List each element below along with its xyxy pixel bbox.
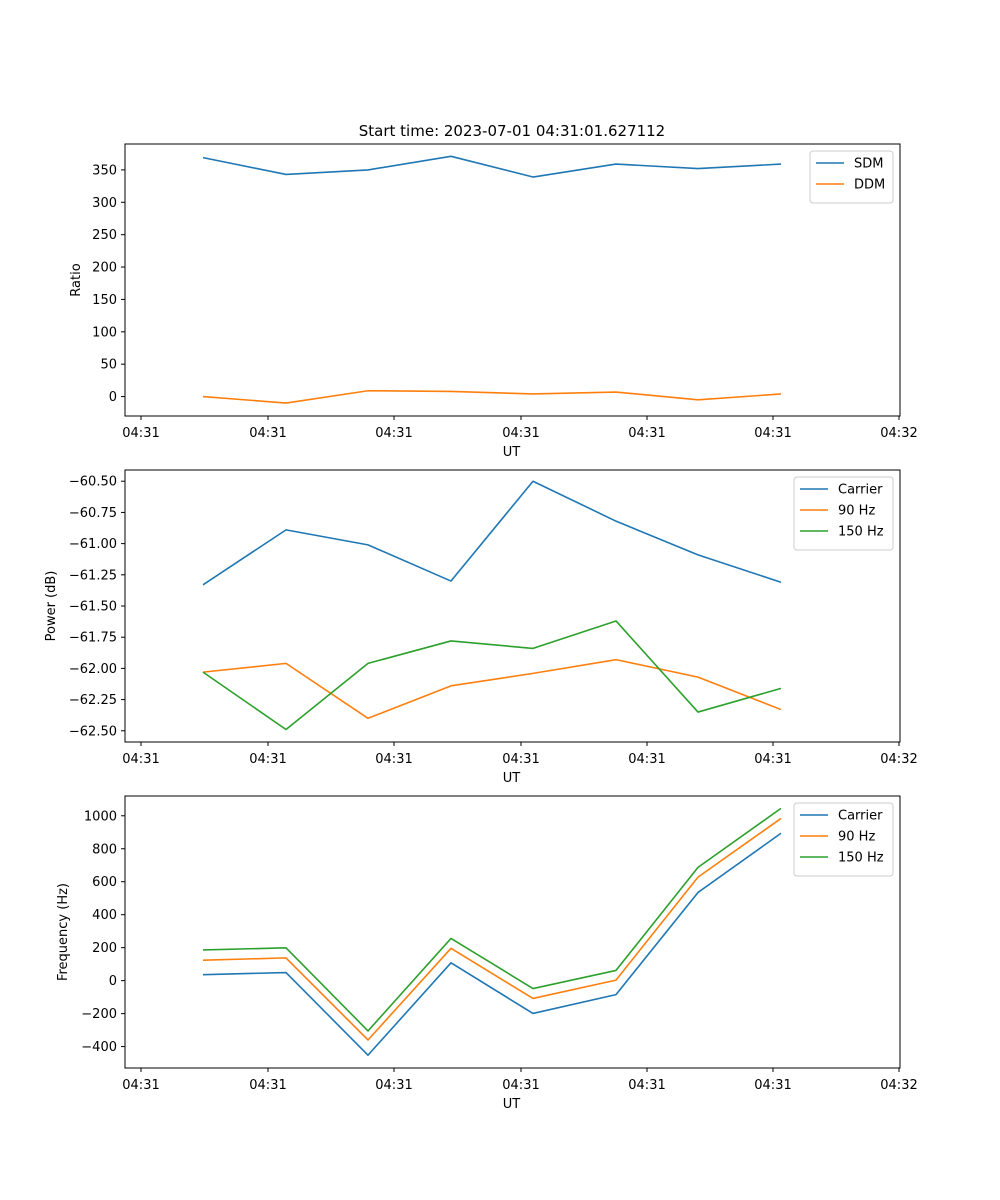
x-tick-label: 04:31 <box>628 1078 665 1093</box>
y-tick-label: −61.25 <box>69 568 117 583</box>
y-tick-label: −62.50 <box>69 724 117 739</box>
x-tick-label: 04:31 <box>754 1078 791 1093</box>
series-line-90-hz <box>202 817 782 1041</box>
y-tick-label: −400 <box>81 1040 117 1055</box>
panel-1: 0 50 100 150 200 250 300 350 04:31 04:31 04:31 04:3… <box>69 143 918 460</box>
y-tick-label: −61.50 <box>69 600 117 615</box>
y-axis-label: Frequency (Hz) <box>56 883 71 981</box>
legend-box <box>809 150 894 204</box>
x-tick-label: 04:31 <box>375 1078 412 1093</box>
legend-label: SDM <box>854 157 883 172</box>
y-tick-label: −61.00 <box>69 537 117 552</box>
x-tick-label: 04:31 <box>628 752 665 767</box>
x-axis-label: UT <box>503 771 521 786</box>
y-tick-label: −200 <box>81 1007 117 1022</box>
y-axis-label: Power (dB) <box>44 571 59 642</box>
legend-label: 150 Hz <box>838 525 884 540</box>
series-line-150-hz <box>202 620 782 731</box>
x-axis-label: UT <box>503 1097 521 1112</box>
series-line-ddm <box>202 389 782 404</box>
x-tick-label: 04:32 <box>880 1078 917 1093</box>
figure-title: Start time: 2023-07-01 04:31:01.627112 <box>359 122 665 140</box>
x-tick-label: 04:31 <box>375 426 412 441</box>
y-tick-label: −60.50 <box>69 475 117 490</box>
x-tick-label: 04:32 <box>880 426 917 441</box>
x-tick-label: 04:31 <box>502 426 539 441</box>
y-tick-label: 150 <box>92 293 117 308</box>
x-tick-label: 04:31 <box>375 752 412 767</box>
y-tick-label: −62.00 <box>69 662 117 677</box>
y-tick-label: 200 <box>92 941 117 956</box>
y-tick-label: 350 <box>92 163 117 178</box>
series-line-150-hz <box>202 807 782 1032</box>
x-tick-label: 04:31 <box>502 752 539 767</box>
x-tick-label: 04:31 <box>249 1078 286 1093</box>
legend: SDM DDM <box>809 150 894 204</box>
y-tick-label: −61.75 <box>69 631 117 646</box>
legend-label: 90 Hz <box>838 830 875 845</box>
x-tick-label: 04:32 <box>880 752 917 767</box>
panel-2: −62.50 −62.25 −62.00 −61.75 −61.50 −61.25 −61.… <box>44 469 918 786</box>
legend: Carrier 90 Hz 150 Hz <box>793 802 894 877</box>
x-tick-label: 04:31 <box>628 426 665 441</box>
series-line-carrier <box>202 480 782 586</box>
y-tick-label: 200 <box>92 261 117 276</box>
x-tick-label: 04:31 <box>502 1078 539 1093</box>
x-tick-label: 04:31 <box>122 426 159 441</box>
x-tick-label: 04:31 <box>122 752 159 767</box>
legend-label: Carrier <box>838 483 883 498</box>
y-tick-label: 400 <box>92 908 117 923</box>
y-tick-label: 800 <box>92 842 117 857</box>
y-tick-label: 0 <box>109 974 117 989</box>
x-axis-label: UT <box>503 445 521 460</box>
x-tick-label: 04:31 <box>249 752 286 767</box>
y-tick-label: 300 <box>92 196 117 211</box>
y-tick-label: 600 <box>92 875 117 890</box>
series-line-90-hz <box>202 658 782 720</box>
series-line-sdm <box>202 155 782 178</box>
axes-frame <box>124 795 901 1069</box>
x-tick-label: 04:31 <box>754 752 791 767</box>
legend-label: Carrier <box>838 809 883 824</box>
panel-3: −400 −200 0 200 400 600 800 1000 04:31 04:31 04:31… <box>56 795 918 1112</box>
x-tick-label: 04:31 <box>122 1078 159 1093</box>
y-axis-label: Ratio <box>69 263 84 296</box>
legend: Carrier 90 Hz 150 Hz <box>793 476 894 551</box>
y-tick-label: 100 <box>92 325 117 340</box>
legend-label: 90 Hz <box>838 504 875 519</box>
x-tick-label: 04:31 <box>754 426 791 441</box>
axes-frame <box>124 143 901 417</box>
x-tick-label: 04:31 <box>249 426 286 441</box>
y-tick-label: 0 <box>109 390 117 405</box>
legend-label: 150 Hz <box>838 851 884 866</box>
y-tick-label: −62.25 <box>69 693 117 708</box>
y-tick-label: 1000 <box>84 809 117 824</box>
y-tick-label: 250 <box>92 228 117 243</box>
y-tick-label: −60.75 <box>69 506 117 521</box>
series-line-carrier <box>202 832 782 1056</box>
axes-frame <box>124 469 901 743</box>
legend-label: DDM <box>854 178 885 193</box>
y-tick-label: 50 <box>100 358 117 373</box>
